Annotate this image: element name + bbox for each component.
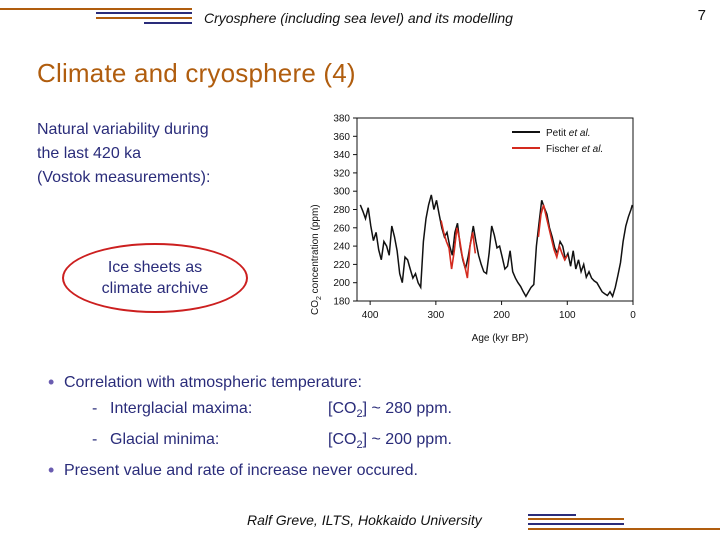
bullet-correlation: • Correlation with atmospheric temperatu… (48, 370, 452, 396)
y-tick-label: 220 (333, 260, 350, 271)
bullet-correlation-text: Correlation with atmospheric temperature… (64, 374, 362, 391)
footer-rule-middle (528, 523, 624, 525)
sub-bullet-glacial: - Glacial minima: [CO2] ~ 200 ppm. (48, 427, 452, 458)
dash-marker: - (92, 400, 98, 417)
interglacial-label: Interglacial maxima: (110, 400, 253, 417)
bullet-present-value-text: Present value and rate of increase never… (64, 462, 418, 480)
x-tick-label: 200 (493, 310, 510, 321)
intro-line-2: the last 420 ka (37, 145, 142, 162)
x-tick-label: 0 (630, 310, 636, 321)
header-title: Cryosphere (including sea level) and its… (204, 10, 513, 26)
bullet-dot: • (48, 372, 55, 392)
legend-label: Fischer et al. (546, 144, 603, 155)
glacial-value: [CO2] ~ 200 ppm. (328, 431, 452, 452)
dash-marker: - (92, 431, 98, 449)
series-line-fischer (537, 204, 568, 262)
glacial-label: Glacial minima: (110, 431, 220, 449)
series-line-fischer (440, 220, 477, 279)
x-tick-label: 400 (362, 310, 379, 321)
y-tick-label: 280 (333, 205, 350, 216)
callout-line-1: Ice sheets as (107, 259, 203, 276)
x-tick-label: 100 (559, 310, 576, 321)
y-tick-label: 380 (333, 114, 350, 125)
header-rule-middle (96, 17, 192, 19)
y-tick-label: 340 (333, 150, 350, 161)
y-tick-label: 260 (333, 223, 350, 234)
x-tick-label: 300 (428, 310, 445, 321)
y-tick-label: 180 (333, 297, 350, 308)
bullet-present-value: • Present value and rate of increase nev… (48, 458, 452, 484)
callout-line-2: climate archive (101, 280, 209, 297)
bullet-dot: • (48, 460, 55, 481)
sub-bullet-interglacial: - Interglacial maxima: [CO2] ~ 280 ppm. (48, 396, 452, 427)
intro-text: Natural variability during the last 420 … (37, 118, 277, 190)
y-tick-label: 320 (333, 168, 350, 179)
footer-author: Ralf Greve, ILTS, Hokkaido University (247, 512, 482, 528)
y-tick-label: 200 (333, 278, 350, 289)
y-tick-label: 360 (333, 132, 350, 143)
page-number: 7 (697, 7, 706, 24)
legend-label: Petit et al. (546, 128, 590, 139)
x-axis-label: Age (kyr BP) (472, 333, 529, 344)
vostok-co2-chart: 180 200 220 240 260 280 300 320 340 360 380 400 300 2… (310, 114, 636, 345)
footer-rule-upper (528, 518, 624, 520)
series-line-petit (359, 194, 634, 299)
header-rule-upper (96, 12, 192, 14)
interglacial-value: [CO2] ~ 280 ppm. (328, 400, 452, 421)
footer-rule-top (528, 514, 576, 516)
bullet-list: • Correlation with atmospheric temperatu… (48, 370, 452, 484)
footer-rule-bottom (528, 528, 720, 530)
slide-title: Climate and cryosphere (4) (37, 58, 356, 88)
y-tick-label: 240 (333, 242, 350, 253)
intro-line-1: Natural variability during (37, 121, 209, 138)
header-rule-top (0, 8, 192, 10)
ice-sheets-callout: Ice sheets as climate archive (62, 243, 248, 313)
y-tick-label: 300 (333, 187, 350, 198)
header-rule-lower (144, 22, 192, 24)
y-axis-label: CO2 concentration (ppm) (310, 204, 323, 315)
intro-line-3: (Vostok measurements): (37, 169, 211, 186)
